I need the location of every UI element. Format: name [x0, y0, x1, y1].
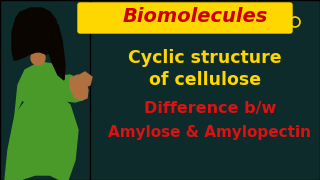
Polygon shape [76, 72, 92, 87]
Text: Amylose & Amylopectin: Amylose & Amylopectin [108, 125, 311, 140]
Text: Cyclic structure: Cyclic structure [128, 49, 282, 67]
Polygon shape [12, 8, 58, 60]
FancyBboxPatch shape [78, 3, 292, 33]
Polygon shape [28, 75, 85, 102]
Polygon shape [48, 20, 65, 80]
Polygon shape [15, 62, 68, 115]
Text: Biomolecules: Biomolecules [122, 8, 268, 26]
Polygon shape [70, 75, 88, 100]
Circle shape [31, 51, 45, 65]
Text: Difference b/w: Difference b/w [144, 100, 276, 116]
Polygon shape [5, 92, 78, 180]
FancyBboxPatch shape [0, 0, 90, 180]
Text: of cellulose: of cellulose [149, 71, 261, 89]
Ellipse shape [21, 20, 51, 54]
